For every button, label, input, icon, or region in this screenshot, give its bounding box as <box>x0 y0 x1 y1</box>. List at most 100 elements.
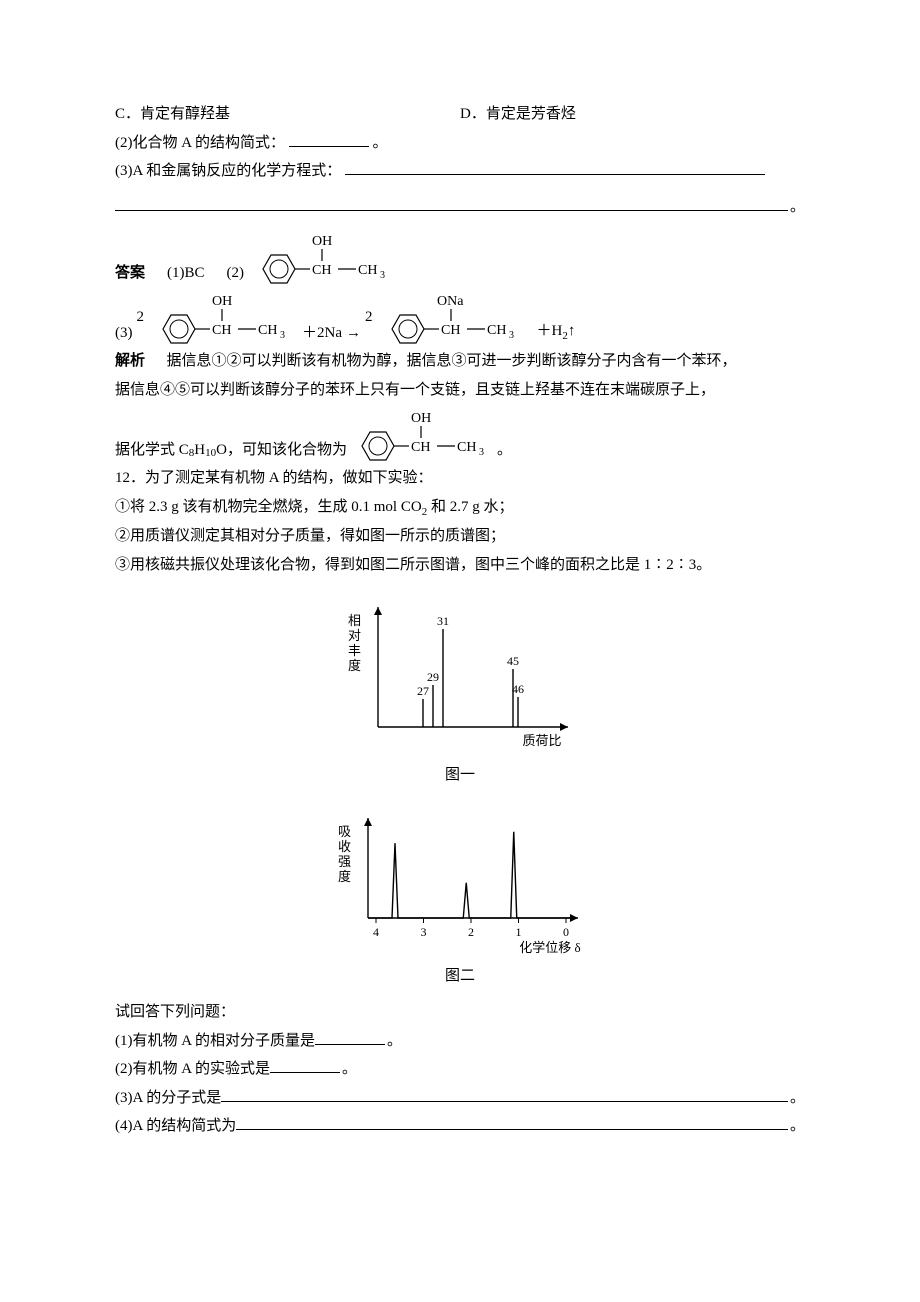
sub3-text: (3)A 的分子式是 <box>115 1084 221 1113</box>
figure-1: 相对丰度质荷比2729314546 图一 <box>115 587 805 790</box>
q12-2: ②用质谱仪测定其相对分子质量，得如图一所示的质谱图； <box>115 522 805 551</box>
q2-blank <box>289 131 369 147</box>
svg-text:3: 3 <box>380 270 385 281</box>
svg-text:ONa: ONa <box>437 294 464 309</box>
eq-up: ↑ <box>568 323 576 339</box>
q12-1a: ①将 2.3 g 该有机物完全燃烧，生成 0.1 mol CO <box>115 499 422 515</box>
eq-plus-na: ＋2Na <box>302 319 342 348</box>
svg-text:4: 4 <box>373 925 379 939</box>
svg-text:度: 度 <box>338 869 351 884</box>
svg-text:CH: CH <box>441 323 460 338</box>
option-c: C．肯定有醇羟基 <box>115 100 460 129</box>
figure-2: 吸收强度43210化学位移 δ 图二 <box>115 798 805 991</box>
answer-3-label: (3) <box>115 319 133 348</box>
explain-block: 解析 据信息①②可以判断该有机物为醇，据信息③可进一步判断该醇分子内含有一个苯环… <box>115 347 805 376</box>
followup: 试回答下列问题： <box>115 998 805 1027</box>
nmr-chart: 吸收强度43210化学位移 δ <box>320 798 600 958</box>
sub4-text: (4)A 的结构简式为 <box>115 1112 236 1141</box>
answer-1: (1)BC <box>167 259 205 288</box>
svg-text:2: 2 <box>468 925 474 939</box>
svg-text:化学位移 δ: 化学位移 δ <box>519 940 580 955</box>
q3-text: (3)A 和金属钠反应的化学方程式： <box>115 163 341 179</box>
struct-oh-2: CH CH 3 OH <box>148 287 298 347</box>
explain-line3: 据化学式 C 8 H 10 O，可知该化合物为 CH CH 3 OH 。 <box>115 404 512 464</box>
svg-text:对: 对 <box>348 628 361 643</box>
sub2-text: (2)有机物 A 的实验式是 <box>115 1055 270 1084</box>
q12-1: ①将 2.3 g 该有机物完全燃烧，生成 0.1 mol CO2 和 2.7 g… <box>115 493 805 523</box>
sub4-period: 。 <box>790 1112 805 1141</box>
eq-coef1: 2 <box>137 303 145 332</box>
sub1-blank <box>315 1029 385 1045</box>
svg-text:相: 相 <box>348 613 361 628</box>
explain3-sub2: 10 <box>205 443 216 464</box>
eq-coef2: 2 <box>365 303 373 332</box>
answer-row: 答案 (1)BC (2) CH CH 3 OH <box>115 227 805 287</box>
q3-blank2 <box>115 186 788 211</box>
svg-text:CH: CH <box>358 263 377 278</box>
explain-line1: 据信息①②可以判断该有机物为醇，据信息③可进一步判断该醇分子内含有一个苯环， <box>167 353 737 369</box>
sub3-period: 。 <box>790 1084 805 1113</box>
sub-q4: (4)A 的结构简式为 。 <box>115 1112 805 1141</box>
fig2-caption: 图二 <box>445 962 475 991</box>
svg-text:收: 收 <box>338 839 351 854</box>
question-3: (3)A 和金属钠反应的化学方程式： <box>115 157 805 186</box>
explain-line2: 据信息④⑤可以判断该醇分子的苯环上只有一个支链，且支链上羟基不连在末端碳原子上， <box>115 376 805 405</box>
svg-text:CH: CH <box>411 440 430 455</box>
svg-text:度: 度 <box>348 658 361 673</box>
q3-suffix: 。 <box>790 193 805 222</box>
svg-text:31: 31 <box>437 614 449 628</box>
question-3-line2: 。 <box>115 186 805 222</box>
sub1-text: (1)有机物 A 的相对分子质量是 <box>115 1027 315 1056</box>
svg-text:CH: CH <box>258 323 277 338</box>
q2-text: (2)化合物 A 的结构简式： <box>115 135 285 151</box>
q12-1b: 和 2.7 g 水； <box>427 499 513 515</box>
sub4-blank <box>236 1114 788 1130</box>
explain-label: 解析 <box>115 353 145 369</box>
question-2: (2)化合物 A 的结构简式： 。 <box>115 129 805 158</box>
sub-q1: (1)有机物 A 的相对分子质量是 。 <box>115 1027 805 1056</box>
struct-oh-1: CH CH 3 OH <box>248 227 398 287</box>
svg-text:CH: CH <box>487 323 506 338</box>
svg-text:45: 45 <box>507 654 519 668</box>
mass-spectrum-chart: 相对丰度质荷比2729314546 <box>330 587 590 757</box>
struct-oh-3: CH CH 3 OH <box>347 404 497 464</box>
q12-3: ③用核磁共振仪处理该化合物，得到如图二所示图谱，图中三个峰的面积之比是 1∶2∶… <box>115 551 805 580</box>
svg-text:强: 强 <box>338 854 351 869</box>
answer-label: 答案 <box>115 259 145 288</box>
eq-plus-h2: ＋H2↑ <box>537 317 576 347</box>
svg-text:3: 3 <box>479 447 484 458</box>
svg-text:CH: CH <box>312 263 331 278</box>
explain3-prefix: 据化学式 C <box>115 436 189 465</box>
svg-text:0: 0 <box>563 925 569 939</box>
option-row: C．肯定有醇羟基 D．肯定是芳香烃 <box>115 100 805 129</box>
q2-suffix: 。 <box>373 135 388 151</box>
svg-text:吸: 吸 <box>338 824 351 839</box>
svg-text:CH: CH <box>212 323 231 338</box>
svg-text:OH: OH <box>312 234 332 249</box>
svg-text:OH: OH <box>411 411 431 426</box>
svg-text:46: 46 <box>512 682 524 696</box>
answer-3-equation: (3) 2 CH CH 3 OH ＋2Na → 2 CH CH 3 ONa ＋H… <box>115 287 805 347</box>
sub3-blank <box>221 1086 788 1102</box>
sub2-period: 。 <box>342 1055 357 1084</box>
fig1-caption: 图一 <box>445 761 475 790</box>
sub1-period: 。 <box>387 1027 402 1056</box>
sub-q2: (2)有机物 A 的实验式是 。 <box>115 1055 805 1084</box>
eq-plus-h2-text: ＋H <box>537 323 563 339</box>
svg-text:1: 1 <box>516 925 522 939</box>
svg-text:丰: 丰 <box>348 643 361 658</box>
struct-ona: CH CH 3 ONa <box>377 287 533 347</box>
sub-q3: (3)A 的分子式是 。 <box>115 1084 805 1113</box>
answer-2-label: (2) <box>227 259 245 288</box>
explain3-suffix: 。 <box>497 436 512 465</box>
explain3-mid1: H <box>194 436 205 465</box>
svg-text:CH: CH <box>457 440 476 455</box>
svg-text:质荷比: 质荷比 <box>522 733 561 748</box>
eq-arrow: → <box>346 319 361 348</box>
explain3-mid2: O，可知该化合物为 <box>216 436 347 465</box>
q12: 12．为了测定某有机物 A 的结构，做如下实验： <box>115 464 805 493</box>
q3-blank <box>345 159 765 175</box>
sub2-blank <box>270 1057 340 1073</box>
svg-text:27: 27 <box>417 684 429 698</box>
svg-text:OH: OH <box>212 294 232 309</box>
